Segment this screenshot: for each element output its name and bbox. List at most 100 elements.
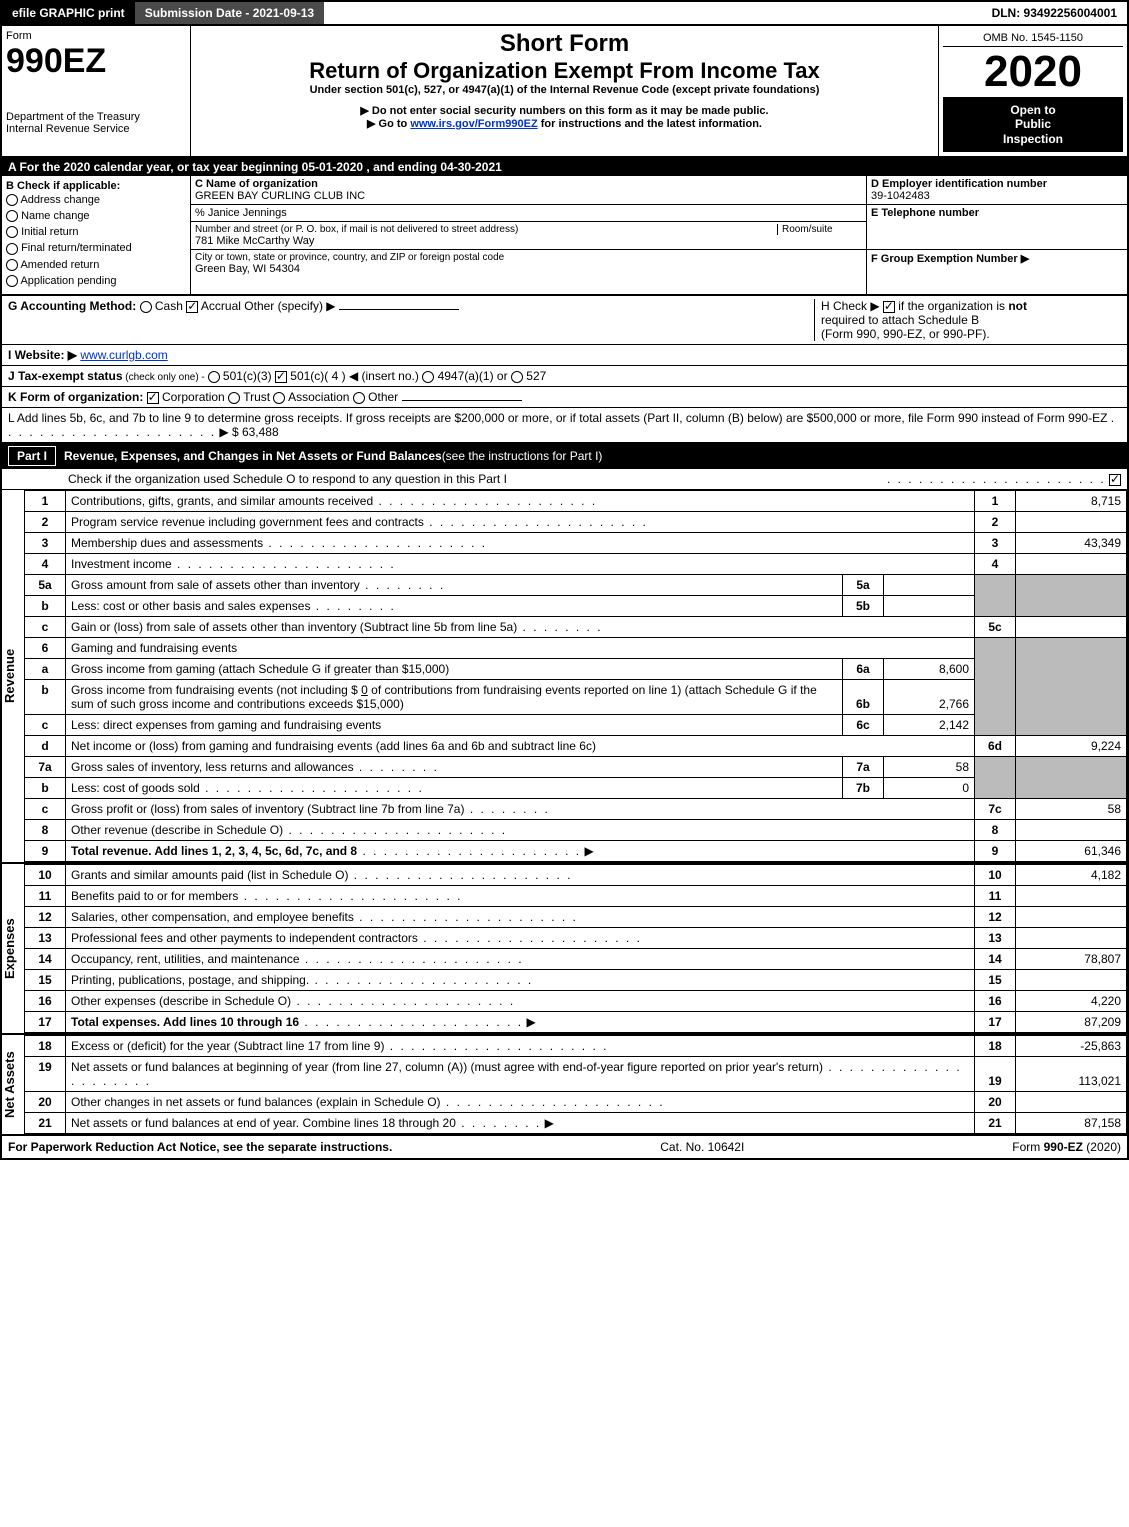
line-10-num: 10 xyxy=(25,865,66,886)
schedule-o-checkbox[interactable] xyxy=(1109,474,1121,486)
org-name: GREEN BAY CURLING CLUB INC xyxy=(195,190,862,202)
h-checkbox[interactable] xyxy=(883,301,895,313)
open-line-1: Open to xyxy=(949,103,1117,117)
line-7c-num: c xyxy=(25,799,66,820)
line-16-ln: 16 xyxy=(975,991,1016,1012)
part-1-hint: (see the instructions for Part I) xyxy=(442,449,603,463)
box-e-label: E Telephone number xyxy=(871,207,1123,219)
page-footer: For Paperwork Reduction Act Notice, see … xyxy=(2,1134,1127,1158)
k-other: Other xyxy=(368,390,398,404)
j-opt3: 4947(a)(1) or xyxy=(438,369,508,383)
k-trust: Trust xyxy=(243,390,270,404)
header-mid: Short Form Return of Organization Exempt… xyxy=(191,26,938,156)
line-9-desc: Total revenue. Add lines 1, 2, 3, 4, 5c,… xyxy=(71,844,357,858)
cb-initial-return[interactable]: Initial return xyxy=(6,224,186,240)
line-12-amt xyxy=(1016,907,1127,928)
line-2-num: 2 xyxy=(25,512,66,533)
line-6a-num: a xyxy=(25,659,66,680)
k-corp-checkbox[interactable] xyxy=(147,392,159,404)
cb-name-change[interactable]: Name change xyxy=(6,208,186,224)
line-4-ln: 4 xyxy=(975,554,1016,575)
line-5c-desc: Gain or (loss) from sale of assets other… xyxy=(71,620,517,634)
period-label: A For the 2020 calendar year, or tax yea… xyxy=(8,160,302,174)
line-21-arrow: ▶ xyxy=(545,1116,554,1130)
line-16-num: 16 xyxy=(25,991,66,1012)
line-18-ln: 18 xyxy=(975,1036,1016,1057)
form-page: efile GRAPHIC print Submission Date - 20… xyxy=(0,0,1129,1160)
line-6d-desc: Net income or (loss) from gaming and fun… xyxy=(66,736,975,757)
line-13-amt xyxy=(1016,928,1127,949)
line-7b-num: b xyxy=(25,778,66,799)
expenses-section: Expenses 10 Grants and similar amounts p… xyxy=(2,862,1127,1033)
j-opt2-checkbox[interactable] xyxy=(275,371,287,383)
line-16: 16 Other expenses (describe in Schedule … xyxy=(25,991,1127,1012)
line-10-desc: Grants and similar amounts paid (list in… xyxy=(71,868,348,882)
note-2-post: for instructions and the latest informat… xyxy=(538,118,762,130)
dots xyxy=(887,472,1106,486)
line-7a-num: 7a xyxy=(25,757,66,778)
line-11: 11 Benefits paid to or for members 11 xyxy=(25,886,1127,907)
line-6c-desc: Less: direct expenses from gaming and fu… xyxy=(71,718,381,732)
revenue-table: 1 Contributions, gifts, grants, and simi… xyxy=(24,490,1127,862)
website-link[interactable]: www.curlgb.com xyxy=(80,348,167,362)
cb-address-change[interactable]: Address change xyxy=(6,192,186,208)
line-4-desc: Investment income xyxy=(71,557,172,571)
line-6b-subamt: 2,766 xyxy=(884,680,975,715)
h-line3: (Form 990, 990-EZ, or 990-PF). xyxy=(821,327,990,341)
box-h: H Check ▶ if the organization is not req… xyxy=(814,299,1121,341)
line-9-arrow: ▶ xyxy=(584,844,593,858)
irs-link[interactable]: www.irs.gov/Form990EZ xyxy=(410,118,537,130)
line-5b-num: b xyxy=(25,596,66,617)
addr-label: Number and street (or P. O. box, if mail… xyxy=(195,224,777,235)
line-9: 9 Total revenue. Add lines 1, 2, 3, 4, 5… xyxy=(25,841,1127,862)
box-f: F Group Exemption Number ▶ xyxy=(867,250,1127,294)
line-1: 1 Contributions, gifts, grants, and simi… xyxy=(25,491,1127,512)
line-4-amt xyxy=(1016,554,1127,575)
box-j-hint: (check only one) - xyxy=(123,372,208,383)
netassets-section: Net Assets 18 Excess or (deficit) for th… xyxy=(2,1033,1127,1134)
line-6d: d Net income or (loss) from gaming and f… xyxy=(25,736,1127,757)
note-2-pre: ▶ Go to xyxy=(367,118,410,130)
line-6a: a Gross income from gaming (attach Sched… xyxy=(25,659,1127,680)
city-value: Green Bay, WI 54304 xyxy=(195,263,862,275)
box-i: I Website: ▶ www.curlgb.com xyxy=(2,345,1127,366)
line-1-ln: 1 xyxy=(975,491,1016,512)
line-21-num: 21 xyxy=(25,1113,66,1134)
box-l-text: L Add lines 5b, 6c, and 7b to line 9 to … xyxy=(8,411,1107,425)
line-5c-num: c xyxy=(25,617,66,638)
line-13: 13 Professional fees and other payments … xyxy=(25,928,1127,949)
tax-year: 2020 xyxy=(943,47,1123,97)
line-12-ln: 12 xyxy=(975,907,1016,928)
line-6b: b Gross income from fundraising events (… xyxy=(25,680,1127,715)
line-4-num: 4 xyxy=(25,554,66,575)
part-1-label: Part I xyxy=(8,446,56,466)
city-label: City or town, state or province, country… xyxy=(195,252,862,263)
box-c-city: City or town, state or province, country… xyxy=(191,250,866,277)
dln-label: DLN: 93492256004001 xyxy=(982,2,1127,24)
box-g: G Accounting Method: Cash Accrual Other … xyxy=(8,299,814,341)
cb-final-return[interactable]: Final return/terminated xyxy=(6,240,186,256)
cb-application-pending[interactable]: Application pending xyxy=(6,273,186,289)
line-17-ln: 17 xyxy=(975,1012,1016,1033)
form-number: 990EZ xyxy=(6,42,186,81)
line-3-desc: Membership dues and assessments xyxy=(71,536,263,550)
line-10-amt: 4,182 xyxy=(1016,865,1127,886)
footer-right: Form 990-EZ (2020) xyxy=(1012,1140,1121,1154)
line-6-num: 6 xyxy=(25,638,66,659)
box-c-pct: % Janice Jennings xyxy=(191,205,866,222)
line-3-ln: 3 xyxy=(975,533,1016,554)
g-accrual-checkbox[interactable] xyxy=(186,301,198,313)
line-19-amt: 113,021 xyxy=(1016,1057,1127,1092)
omb-label: OMB No. 1545-1150 xyxy=(943,30,1123,47)
footer-right-post: (2020) xyxy=(1083,1140,1121,1154)
dept-label: Department of the Treasury xyxy=(6,111,186,123)
cb-final-return-label: Final return/terminated xyxy=(21,242,132,254)
line-7b-desc: Less: cost of goods sold xyxy=(71,781,200,795)
line-20-ln: 20 xyxy=(975,1092,1016,1113)
line-17: 17 Total expenses. Add lines 10 through … xyxy=(25,1012,1127,1033)
box-d-label: D Employer identification number xyxy=(871,178,1123,190)
part-1-title: Revenue, Expenses, and Changes in Net As… xyxy=(64,449,442,463)
box-d: D Employer identification number 39-1042… xyxy=(867,176,1127,205)
cb-amended-return[interactable]: Amended return xyxy=(6,257,186,273)
short-form-title: Short Form xyxy=(195,30,934,58)
